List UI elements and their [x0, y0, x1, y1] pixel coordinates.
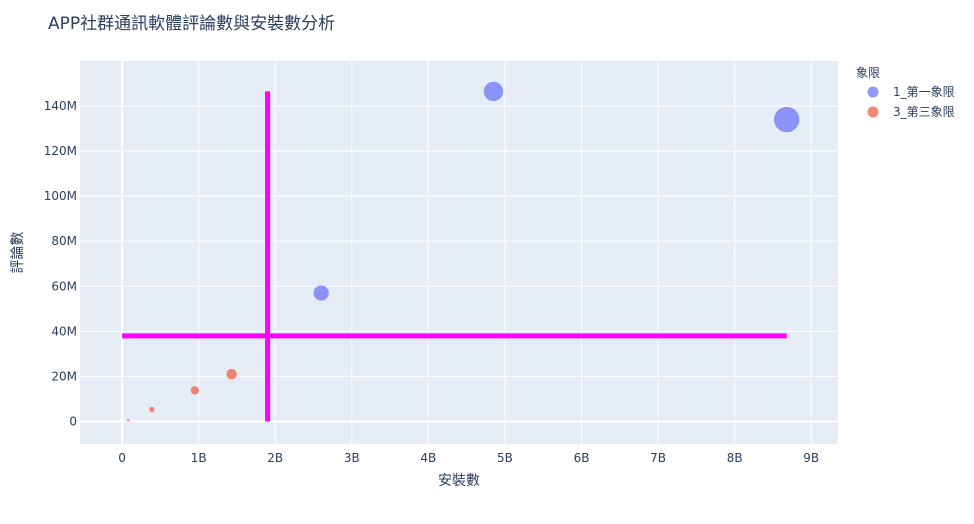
- x-tick-label: 6B: [574, 451, 590, 465]
- data-point[interactable]: [126, 418, 130, 423]
- data-points: [126, 81, 800, 423]
- data-point[interactable]: [190, 385, 200, 396]
- y-tick-label: 120M: [44, 144, 77, 158]
- legend-title: 象限: [856, 66, 880, 80]
- grid-lines: [80, 61, 838, 444]
- y-axis-ticks: 0 20M 40M 60M 80M 100M 120M 140M: [44, 99, 77, 428]
- data-point[interactable]: [312, 284, 330, 302]
- data-point[interactable]: [773, 106, 800, 133]
- data-point[interactable]: [483, 81, 504, 102]
- legend: 象限 1_第一象限 3_第三象限: [856, 66, 955, 119]
- legend-item-label: 1_第一象限: [893, 85, 955, 99]
- x-tick-label: 3B: [344, 451, 360, 465]
- reference-lines: [122, 91, 787, 422]
- x-tick-label: 5B: [497, 451, 513, 465]
- x-tick-label: 7B: [650, 451, 666, 465]
- x-tick-label: 1B: [191, 451, 207, 465]
- data-point[interactable]: [148, 406, 156, 413]
- y-tick-label: 140M: [44, 99, 77, 113]
- x-axis-ticks: 0 1B 2B 3B 4B 5B 6B 7B 8B 9B: [118, 451, 819, 465]
- x-tick-label: 9B: [803, 451, 819, 465]
- legend-marker: [867, 106, 879, 118]
- y-tick-label: 20M: [51, 369, 77, 383]
- x-tick-label: 8B: [727, 451, 743, 465]
- x-tick-label: 0: [118, 451, 126, 465]
- data-point[interactable]: [225, 368, 238, 380]
- legend-marker: [867, 86, 879, 98]
- chart-title: APP社群通訊軟體評論數與安裝數分析: [48, 14, 335, 34]
- y-tick-label: 100M: [44, 189, 77, 203]
- plot-area: [80, 61, 838, 444]
- x-tick-label: 4B: [420, 451, 436, 465]
- y-axis-title: 評論數: [10, 232, 26, 274]
- y-tick-label: 60M: [51, 279, 77, 293]
- y-tick-label: 40M: [51, 324, 77, 338]
- x-tick-label: 2B: [267, 451, 283, 465]
- legend-item-label: 3_第三象限: [893, 105, 955, 119]
- y-tick-label: 0: [69, 414, 77, 428]
- x-axis-title: 安裝數: [438, 473, 480, 489]
- y-tick-label: 80M: [51, 234, 77, 248]
